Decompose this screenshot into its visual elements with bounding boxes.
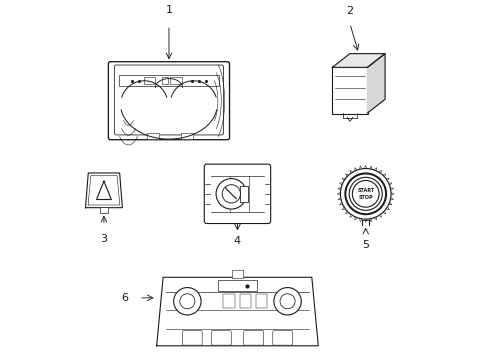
FancyBboxPatch shape [143, 77, 155, 84]
FancyBboxPatch shape [243, 331, 263, 345]
FancyBboxPatch shape [232, 270, 242, 278]
FancyBboxPatch shape [114, 65, 223, 135]
FancyBboxPatch shape [239, 294, 250, 309]
Circle shape [180, 294, 195, 309]
Circle shape [222, 185, 240, 203]
Text: 3: 3 [100, 234, 107, 244]
Polygon shape [332, 54, 384, 67]
Text: 2: 2 [346, 6, 353, 17]
FancyBboxPatch shape [162, 77, 168, 84]
FancyBboxPatch shape [217, 280, 257, 291]
FancyBboxPatch shape [255, 294, 266, 309]
FancyBboxPatch shape [119, 75, 218, 86]
FancyBboxPatch shape [108, 62, 229, 140]
Text: 6: 6 [122, 293, 128, 303]
Polygon shape [85, 173, 122, 208]
FancyBboxPatch shape [272, 331, 292, 345]
Polygon shape [366, 54, 384, 113]
FancyBboxPatch shape [182, 331, 202, 345]
Circle shape [280, 294, 295, 309]
Polygon shape [156, 277, 318, 346]
Text: 5: 5 [362, 239, 368, 249]
FancyBboxPatch shape [331, 67, 367, 114]
Circle shape [340, 168, 390, 219]
Circle shape [216, 179, 246, 209]
FancyBboxPatch shape [204, 164, 270, 224]
FancyBboxPatch shape [100, 207, 108, 213]
Text: 1: 1 [165, 5, 172, 15]
FancyBboxPatch shape [181, 133, 193, 139]
Text: STOP: STOP [358, 195, 372, 200]
FancyBboxPatch shape [211, 331, 231, 345]
Circle shape [345, 174, 386, 214]
FancyBboxPatch shape [223, 294, 234, 309]
FancyBboxPatch shape [239, 186, 247, 202]
Text: START: START [356, 188, 373, 193]
FancyBboxPatch shape [170, 77, 181, 84]
Circle shape [173, 288, 201, 315]
Circle shape [273, 288, 301, 315]
Circle shape [348, 177, 382, 210]
Text: 4: 4 [233, 236, 241, 246]
Circle shape [352, 180, 378, 207]
FancyBboxPatch shape [147, 133, 159, 139]
